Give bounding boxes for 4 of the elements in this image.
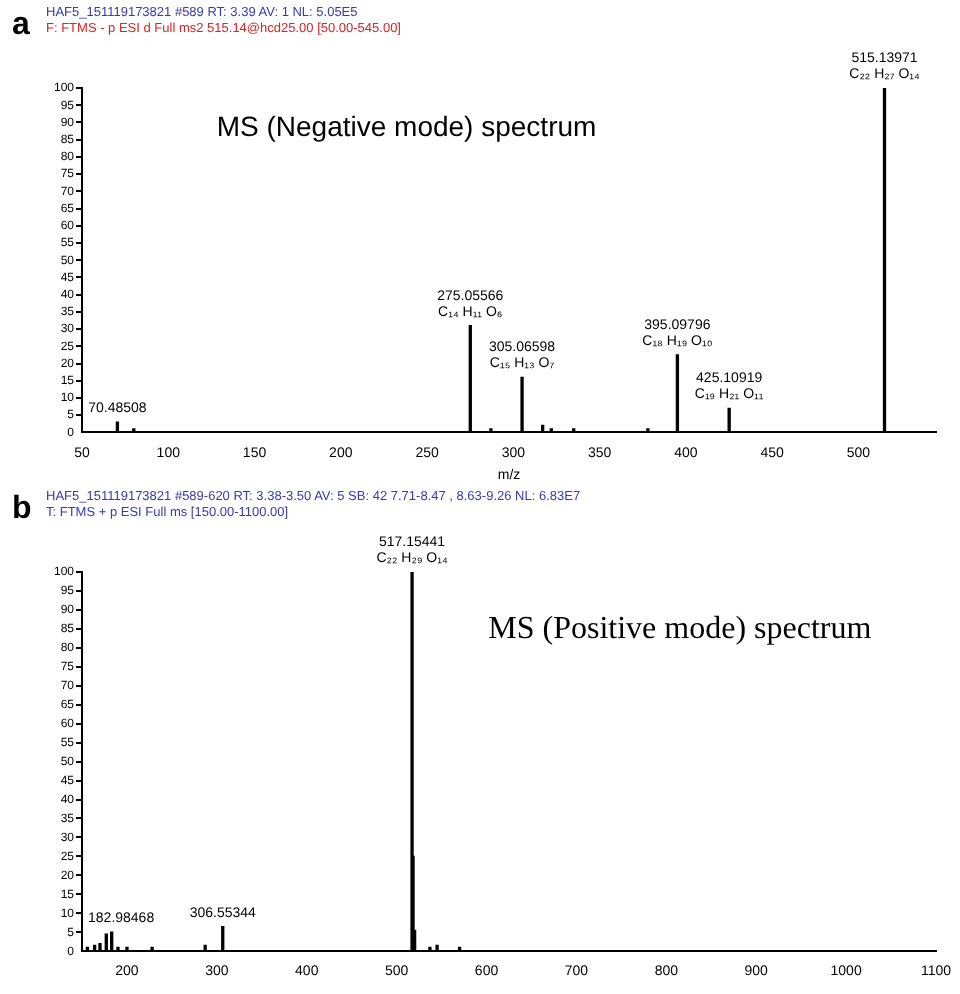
annotation: MS (Positive mode) spectrum — [488, 611, 873, 646]
text: b — [12, 492, 32, 528]
text: a — [12, 8, 30, 44]
annotation: MS (Negative mode) spectrum — [216, 109, 597, 142]
